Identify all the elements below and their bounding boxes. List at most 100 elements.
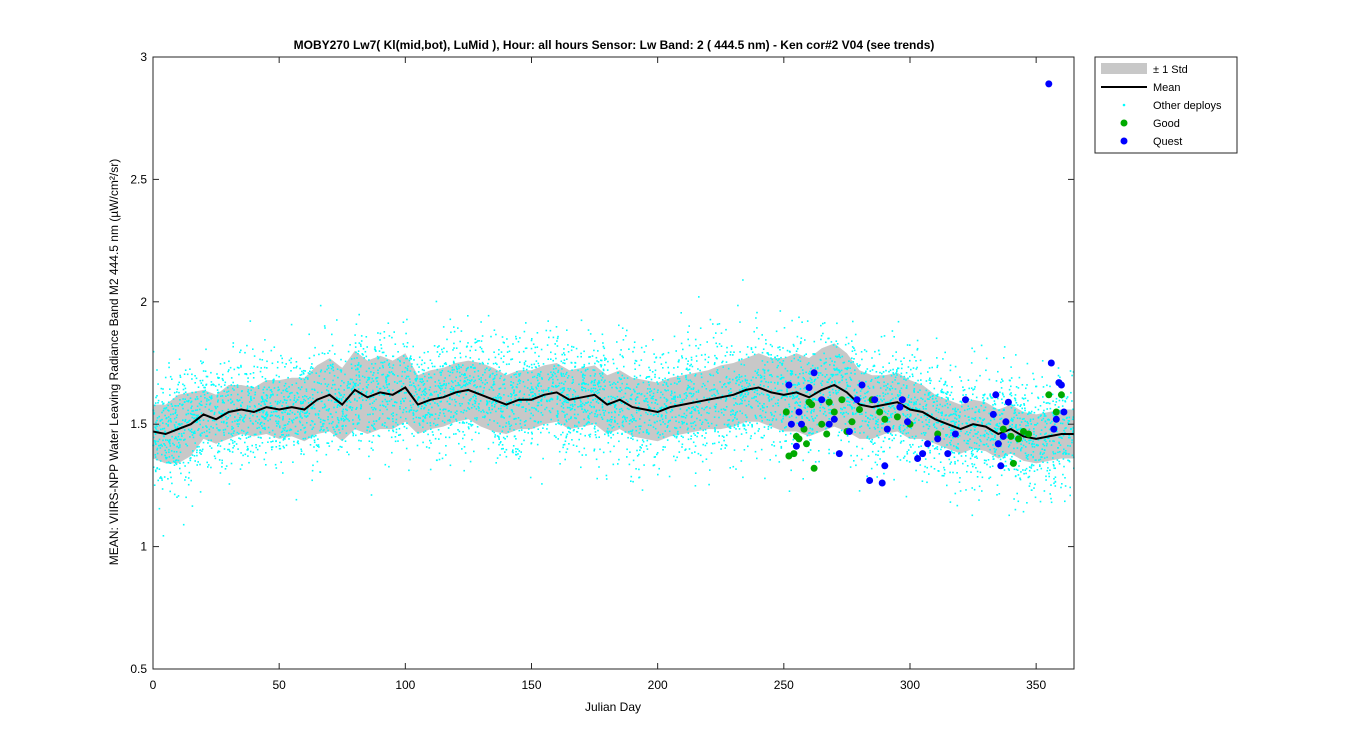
other-deploy-point xyxy=(730,345,733,347)
other-deploy-point xyxy=(732,419,734,421)
other-deploy-point xyxy=(935,397,937,400)
other-deploy-point xyxy=(810,381,812,384)
other-deploy-point xyxy=(173,450,176,453)
other-deploy-point xyxy=(899,394,901,396)
other-deploy-point xyxy=(316,381,319,384)
other-deploy-point xyxy=(199,419,201,422)
other-deploy-point xyxy=(301,424,304,426)
other-deploy-point xyxy=(919,403,921,406)
other-deploy-point xyxy=(737,423,739,426)
other-deploy-point xyxy=(741,387,744,390)
other-deploy-point xyxy=(915,368,918,370)
other-deploy-point xyxy=(978,444,981,447)
other-deploy-point xyxy=(247,380,249,383)
other-deploy-point xyxy=(953,452,956,454)
other-deploy-point xyxy=(667,351,670,354)
other-deploy-point xyxy=(661,353,664,356)
other-deploy-point xyxy=(1052,440,1054,442)
other-deploy-point xyxy=(990,395,992,398)
other-deploy-point xyxy=(806,391,809,393)
other-deploy-point xyxy=(353,393,355,395)
other-deploy-point xyxy=(317,414,320,416)
other-deploy-point xyxy=(971,417,973,420)
other-deploy-point xyxy=(208,408,210,411)
other-deploy-point xyxy=(657,473,659,476)
other-deploy-point xyxy=(319,421,322,423)
other-deploy-point xyxy=(757,405,759,407)
other-deploy-point xyxy=(492,397,494,399)
other-deploy-point xyxy=(860,372,863,375)
other-deploy-point xyxy=(928,473,930,475)
other-deploy-point xyxy=(718,416,720,419)
other-deploy-point xyxy=(315,372,318,374)
other-deploy-point xyxy=(607,400,610,403)
other-deploy-point xyxy=(609,450,612,453)
other-deploy-point xyxy=(808,419,810,421)
other-deploy-point xyxy=(298,420,301,423)
other-deploy-point xyxy=(347,418,349,421)
other-deploy-point xyxy=(1070,428,1072,430)
other-deploy-point xyxy=(678,359,680,361)
other-deploy-point xyxy=(949,463,952,465)
other-deploy-point xyxy=(622,356,624,359)
other-deploy-point xyxy=(195,377,198,380)
other-deploy-point xyxy=(329,364,332,367)
other-deploy-point xyxy=(811,409,813,412)
other-deploy-point xyxy=(804,404,807,406)
other-deploy-point xyxy=(518,457,520,460)
other-deploy-point xyxy=(170,450,173,452)
other-deploy-point xyxy=(360,440,362,442)
other-deploy-point xyxy=(1045,402,1048,404)
other-deploy-point xyxy=(331,365,334,368)
other-deploy-point xyxy=(982,400,985,402)
other-deploy-point xyxy=(242,418,244,421)
other-deploy-point xyxy=(370,381,373,384)
other-deploy-point xyxy=(486,402,489,405)
other-deploy-point xyxy=(206,375,209,378)
other-deploy-point xyxy=(845,387,848,390)
other-deploy-point xyxy=(359,365,362,368)
other-deploy-point xyxy=(190,413,193,415)
other-deploy-point xyxy=(735,428,737,430)
other-deploy-point xyxy=(995,380,998,382)
other-deploy-point xyxy=(806,434,809,437)
other-deploy-point xyxy=(902,414,905,416)
other-deploy-point xyxy=(434,381,436,383)
other-deploy-point xyxy=(922,425,925,428)
other-deploy-point xyxy=(850,361,852,364)
other-deploy-point xyxy=(811,418,814,420)
other-deploy-point xyxy=(176,414,178,416)
other-deploy-point xyxy=(878,401,880,403)
other-deploy-point xyxy=(512,445,515,447)
other-deploy-point xyxy=(361,433,363,435)
other-deploy-point xyxy=(753,353,756,356)
other-deploy-point xyxy=(949,429,952,431)
other-deploy-point xyxy=(795,396,797,398)
other-deploy-point xyxy=(192,450,194,452)
other-deploy-point xyxy=(197,429,199,431)
other-deploy-point xyxy=(297,440,299,442)
other-deploy-point xyxy=(957,426,959,428)
other-deploy-point xyxy=(425,446,428,448)
other-deploy-point xyxy=(216,395,219,398)
other-deploy-point xyxy=(385,400,388,403)
other-deploy-point xyxy=(252,386,254,389)
other-deploy-point xyxy=(288,359,291,362)
other-deploy-point xyxy=(282,434,285,436)
other-deploy-point xyxy=(639,428,641,430)
other-deploy-point xyxy=(624,431,627,433)
other-deploy-point xyxy=(297,411,299,413)
other-deploy-point xyxy=(1007,468,1010,470)
other-deploy-point xyxy=(1068,459,1070,462)
other-deploy-point xyxy=(966,431,968,433)
other-deploy-point xyxy=(493,383,496,386)
other-deploy-point xyxy=(781,396,783,399)
other-deploy-point xyxy=(994,454,996,456)
other-deploy-point xyxy=(499,387,502,389)
other-deploy-point xyxy=(985,423,988,426)
other-deploy-point xyxy=(198,445,200,448)
other-deploy-point xyxy=(899,424,902,426)
other-deploy-point xyxy=(689,379,692,382)
other-deploy-point xyxy=(928,367,931,369)
other-deploy-point xyxy=(616,341,618,343)
